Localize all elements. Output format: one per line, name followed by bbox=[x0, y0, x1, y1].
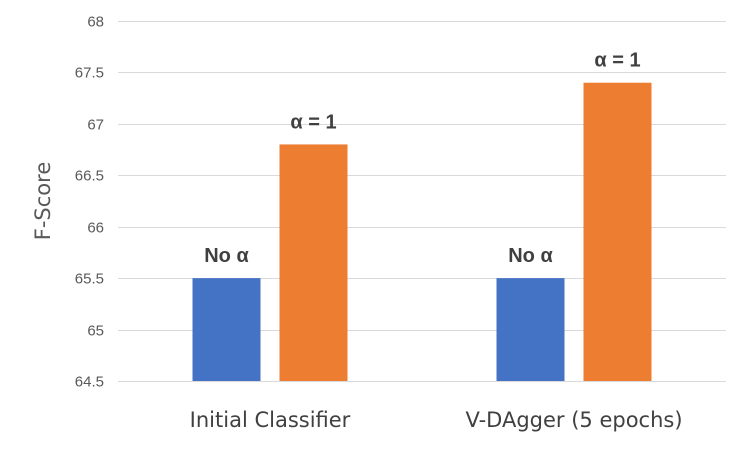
bar-no-alpha bbox=[496, 278, 565, 381]
bars bbox=[192, 82, 652, 381]
bar-alpha-1 bbox=[583, 82, 652, 381]
x-category-label: Initial Classifier bbox=[190, 408, 351, 432]
y-tick-label: 67 bbox=[87, 117, 104, 134]
y-tick-label: 65.5 bbox=[75, 271, 104, 288]
data-label: α = 1 bbox=[290, 111, 336, 133]
y-tick-label: 66.5 bbox=[75, 168, 104, 185]
y-tick-label: 67.5 bbox=[75, 65, 104, 82]
data-label: No α bbox=[204, 245, 249, 267]
data-label: No α bbox=[508, 245, 553, 267]
y-tick-label: 68 bbox=[87, 14, 104, 31]
y-axis-ticks: 64.5 65 65.5 66 66.5 67 67.5 68 bbox=[75, 14, 104, 391]
bar-no-alpha bbox=[192, 278, 261, 381]
x-category-label: V-DAgger (5 epochs) bbox=[465, 408, 682, 432]
y-tick-label: 66 bbox=[87, 220, 104, 237]
data-label: α = 1 bbox=[594, 50, 640, 72]
y-tick-label: 64.5 bbox=[75, 374, 104, 391]
y-tick-label: 65 bbox=[87, 323, 104, 340]
bar-alpha-1 bbox=[279, 144, 348, 381]
y-axis-title: F-Score bbox=[31, 162, 55, 240]
data-labels: No α α = 1 No α α = 1 bbox=[204, 50, 640, 267]
x-axis-categories: Initial Classifier V-DAgger (5 epochs) bbox=[190, 408, 683, 432]
